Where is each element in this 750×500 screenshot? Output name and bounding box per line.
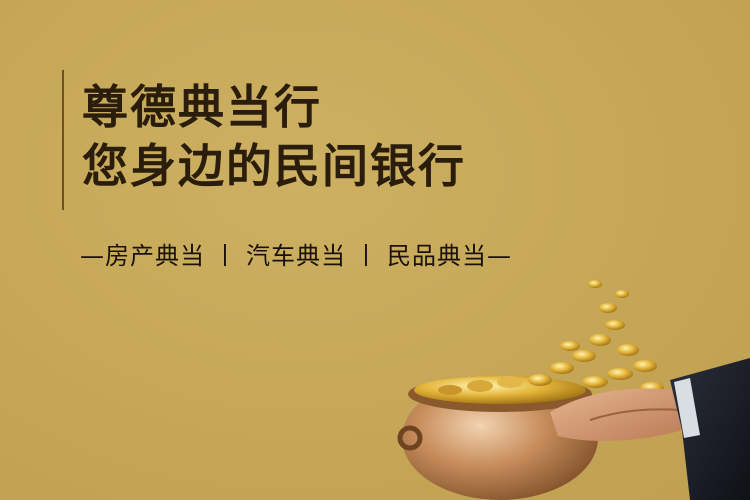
accent-line: [62, 70, 64, 210]
service-item-property: 房产典当: [105, 236, 205, 271]
services-separator-2: 丨: [354, 236, 379, 271]
headline-line-1: 尊德典当行: [82, 78, 466, 137]
headline-line-2: 您身边的民间银行: [82, 137, 466, 196]
services-separator-1: 丨: [213, 236, 238, 271]
services-list: —房产典当丨汽车典当丨民品典当—: [80, 236, 512, 271]
service-item-goods: 民品典当: [387, 236, 487, 271]
gold-pot-illustration: [390, 270, 750, 500]
services-suffix: —: [487, 242, 512, 270]
headline: 尊德典当行 您身边的民间银行: [82, 78, 466, 196]
suit-sleeve-icon: [670, 358, 750, 500]
service-item-car: 汽车典当: [246, 236, 346, 271]
services-prefix: —: [80, 242, 105, 270]
